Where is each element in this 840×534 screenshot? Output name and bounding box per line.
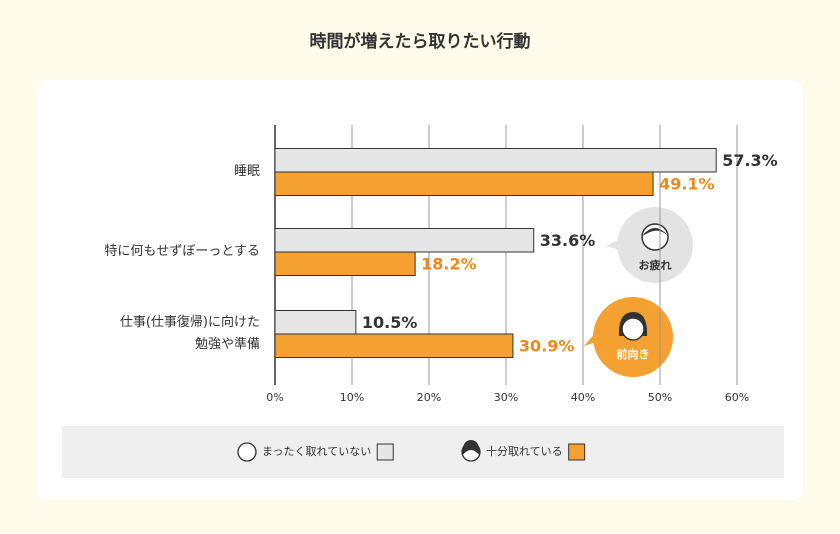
legend-icon-hair (462, 440, 480, 456)
legend-swatch (376, 443, 394, 461)
x-tick-label: 30% (494, 391, 518, 404)
bubble-positive: 前向き (584, 297, 673, 377)
bar (274, 171, 654, 196)
bar (274, 310, 357, 335)
category-label: 睡眠 (233, 164, 260, 179)
x-tick-label: 20% (417, 391, 441, 404)
category-label: 仕事(仕事復帰)に向けた 勉強や準備 (119, 315, 260, 352)
bar (274, 333, 514, 358)
value-label: 10.5% (362, 313, 418, 332)
bar (274, 228, 535, 253)
bubble-tired: お疲れ (606, 207, 693, 283)
legend-icon (237, 442, 257, 462)
annotation: お疲れ (639, 258, 672, 272)
legend-box (62, 426, 784, 478)
value-label: 33.6% (540, 231, 596, 250)
bar (274, 251, 416, 276)
x-tick-label: 0% (266, 391, 283, 404)
value-label: 18.2% (421, 254, 477, 273)
x-tick-label: 50% (648, 391, 672, 404)
legend-label: まったく取れていない (262, 445, 371, 458)
x-tick-label: 40% (571, 391, 595, 404)
annotation: 前向き (617, 347, 650, 361)
value-label: 49.1% (659, 174, 715, 193)
value-label: 57.3% (722, 151, 778, 170)
x-tick-label: 60% (725, 391, 749, 404)
category-label: 特に何もせずぼーっとする (104, 244, 260, 259)
legend-label: 十分取れている (486, 444, 563, 458)
chart-title: 時間が増えたら取りたい行動 (310, 31, 531, 52)
value-label: 30.9% (519, 336, 575, 355)
bar (274, 148, 717, 173)
legend-swatch (568, 443, 586, 461)
x-tick-label: 10% (340, 391, 364, 404)
